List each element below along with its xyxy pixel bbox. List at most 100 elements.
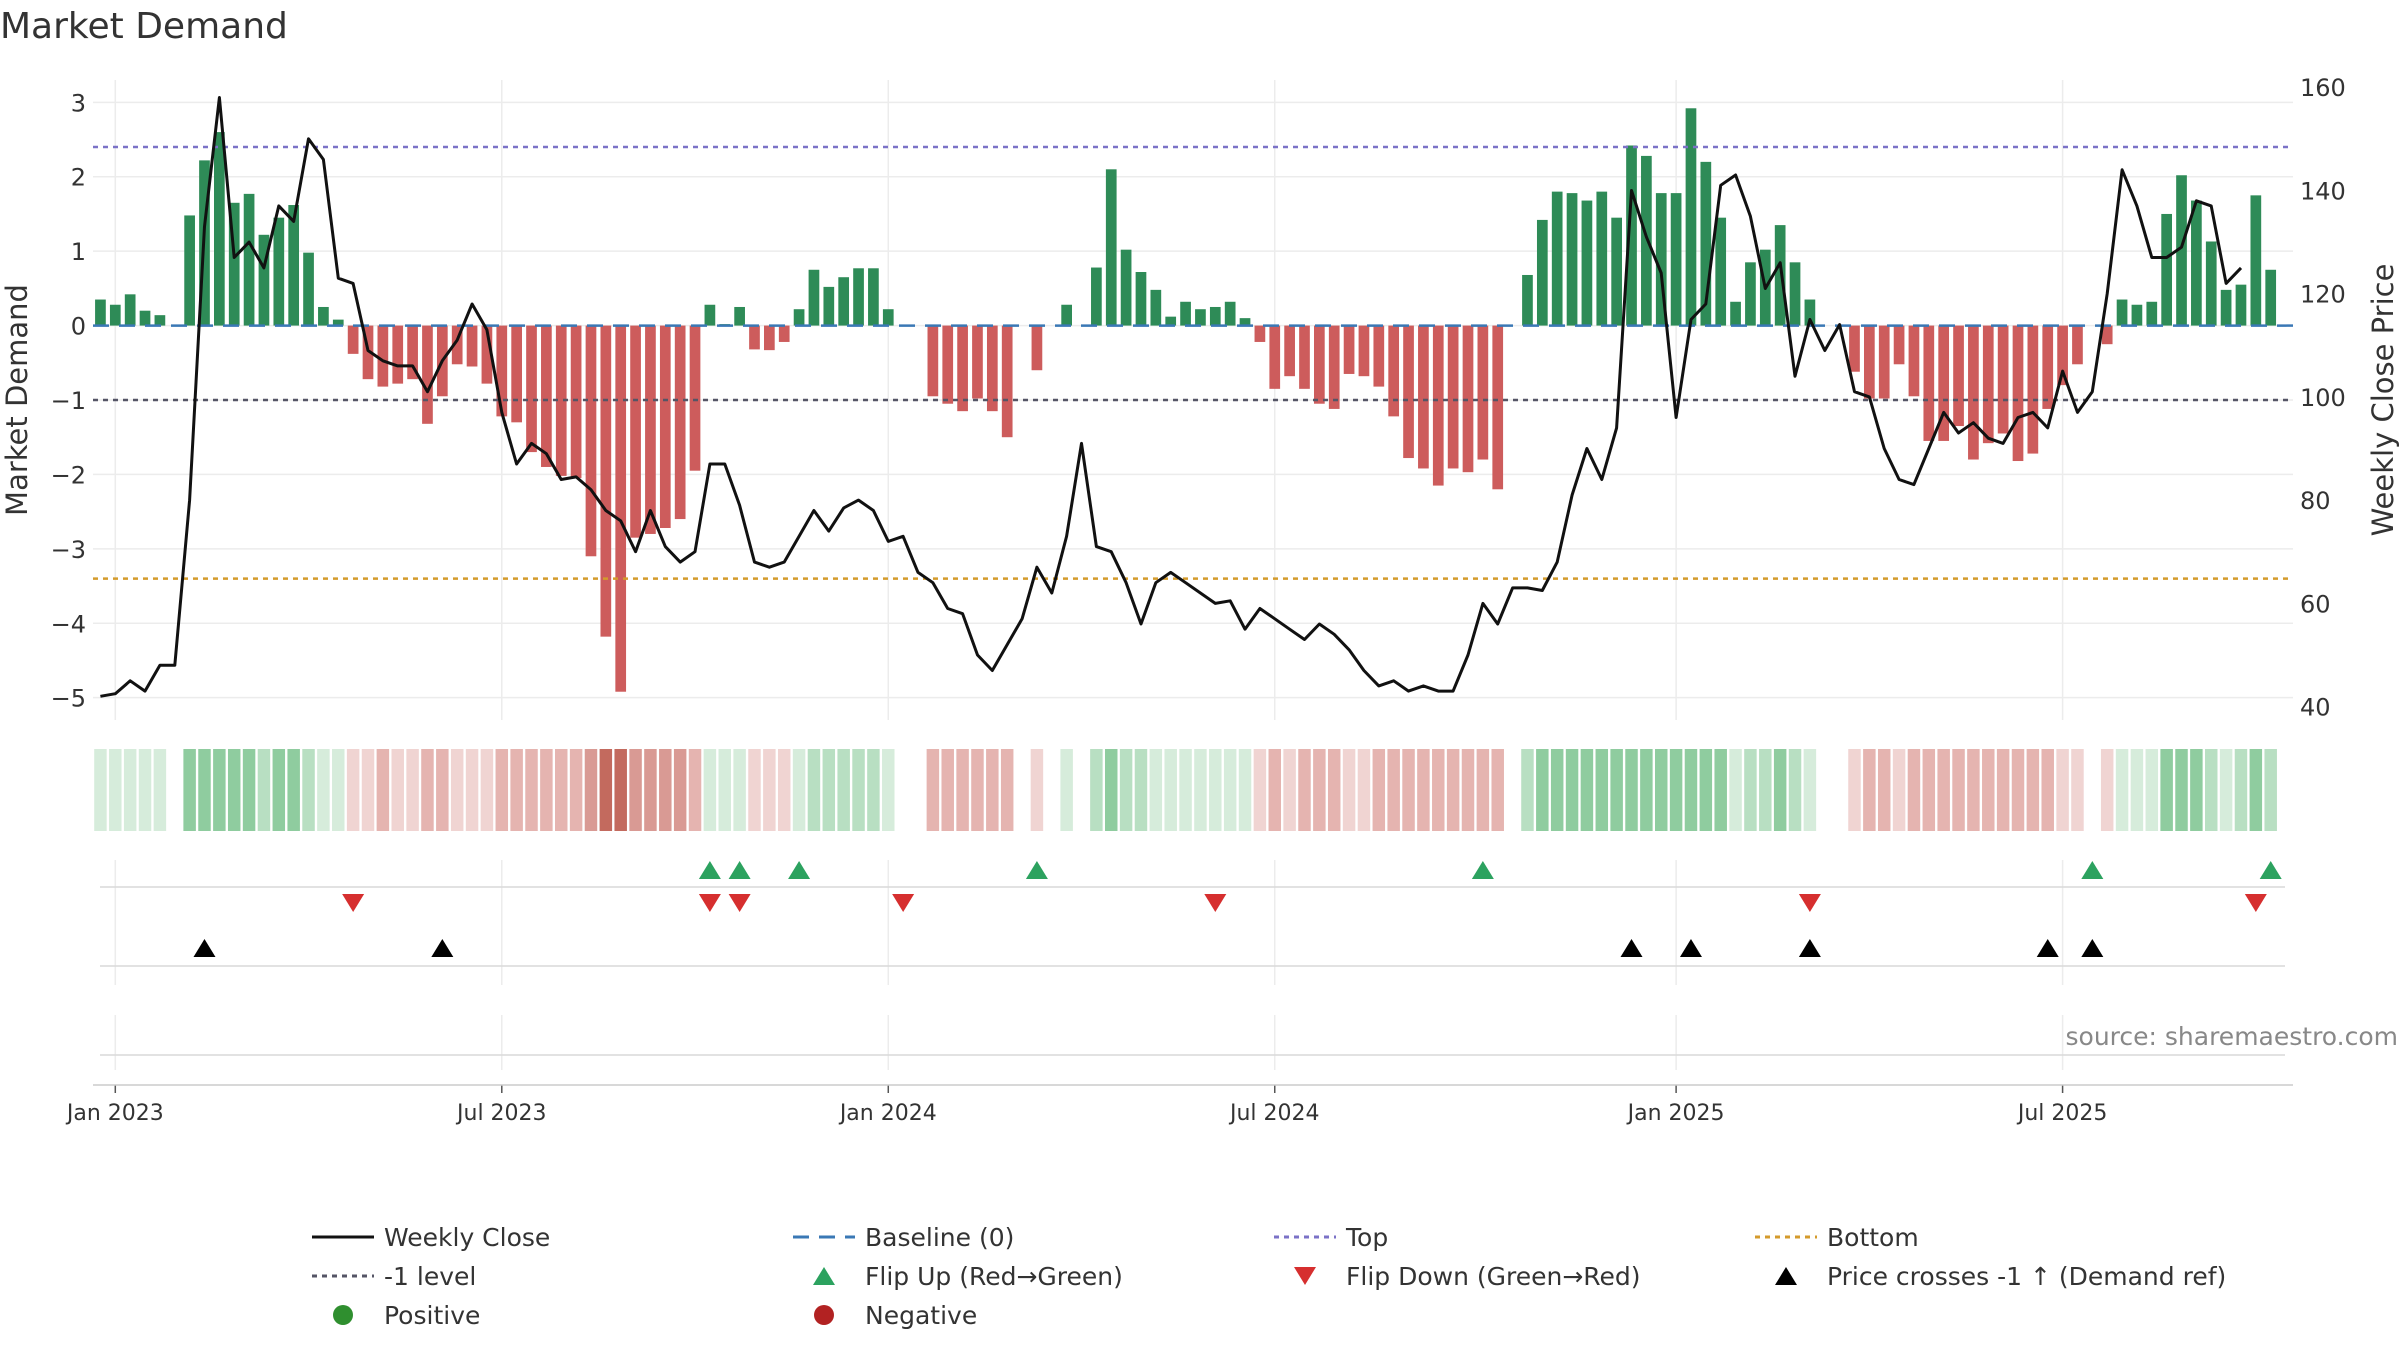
y-tick-label: −1	[51, 387, 86, 415]
heat-cell	[1803, 749, 1817, 831]
positive-bar	[1180, 301, 1191, 326]
positive-bar	[1239, 318, 1251, 326]
heat-cell	[346, 749, 360, 831]
heat-cell	[480, 749, 494, 831]
x-tick-label: Jan 2025	[1626, 1101, 1725, 1126]
heat-cell	[168, 749, 181, 831]
negative-bar	[630, 325, 641, 538]
flip-down-marker	[2244, 894, 2267, 912]
heat-cell	[1714, 749, 1727, 831]
heat-cell	[2041, 749, 2054, 831]
legend-item: Flip Up (Red→Green)	[813, 1262, 1123, 1291]
y-tick-label: −4	[51, 610, 86, 638]
heat-cell	[332, 749, 345, 831]
legend-label: Price crosses -1 ↑ (Demand ref)	[1827, 1262, 2226, 1291]
heat-cell	[183, 749, 196, 831]
heat-cell	[1238, 749, 1252, 831]
heat-cell	[1892, 749, 1906, 831]
positive-bar	[734, 306, 745, 326]
heat-cell	[242, 749, 256, 831]
heat-cell	[1655, 749, 1668, 831]
right-axis-label: Weekly Close Price	[2366, 264, 2400, 537]
heat-cell	[792, 749, 806, 831]
positive-bar	[1522, 274, 1533, 326]
x-tick-label: Jul 2024	[1228, 1101, 1320, 1126]
heat-cell	[1417, 749, 1430, 831]
positive-bar	[808, 269, 820, 326]
heat-cell	[1952, 749, 1965, 831]
heat-cell	[941, 749, 954, 831]
positive-bar	[1135, 272, 1147, 326]
heat-cell	[748, 749, 761, 831]
heat-cell	[317, 749, 330, 831]
legend-swatch	[333, 1305, 353, 1325]
positive-bar	[1150, 289, 1162, 326]
heat-cell	[1922, 749, 1936, 831]
negative-bar	[2057, 325, 2068, 386]
positive-bar	[1789, 262, 1801, 326]
heat-cell	[94, 749, 107, 831]
negative-bar	[927, 325, 939, 397]
negative-bar	[526, 325, 537, 453]
heat-cell	[911, 749, 925, 831]
negative-bar	[1878, 325, 1890, 399]
heat-cell	[1967, 749, 1980, 831]
heat-cell	[1729, 749, 1742, 831]
y2-tick-label: 80	[2300, 487, 2331, 515]
flip-up-marker	[728, 861, 751, 879]
negative-bar	[1284, 325, 1295, 377]
heat-cell	[272, 749, 286, 831]
heat-cell	[421, 749, 434, 831]
legend-item: Weekly Close	[312, 1223, 550, 1252]
positive-bar	[214, 132, 225, 326]
x-tick-label: Jul 2023	[455, 1101, 547, 1126]
positive-bar	[823, 286, 835, 326]
negative-bar	[1477, 325, 1489, 460]
heat-cell	[1996, 749, 2010, 831]
positive-bar	[184, 215, 195, 326]
left-axis-label: Market Demand	[0, 284, 34, 516]
heat-cell	[153, 749, 167, 831]
heat-cell	[406, 749, 419, 831]
heat-cell	[837, 749, 850, 831]
heat-cell	[1461, 749, 1475, 831]
heat-cell	[1000, 749, 1014, 831]
x-axis-ticks: Jan 2023 Jul 2023 Jan 2024 Jul 2024 Jan 2025…	[65, 1084, 2293, 1126]
negative-bar	[1982, 325, 1994, 444]
signal-markers	[100, 861, 2285, 1056]
negative-bar	[1418, 325, 1429, 469]
demand-heatmap-strip	[94, 749, 2292, 831]
heat-cell	[555, 749, 568, 831]
heat-cell	[1045, 749, 1059, 831]
positive-bar	[124, 294, 136, 326]
negative-bar	[347, 325, 359, 354]
positive-bar	[1715, 217, 1727, 326]
heat-cell	[376, 749, 390, 831]
heat-cell	[688, 749, 702, 831]
negative-bar	[422, 325, 433, 424]
heat-cell	[1848, 749, 1861, 831]
heat-cell	[1744, 749, 1757, 831]
heat-cell	[540, 749, 553, 831]
positive-bar	[1105, 169, 1117, 326]
positive-bar	[1611, 217, 1622, 326]
negative-bar	[541, 325, 552, 467]
negative-bar	[1403, 325, 1414, 459]
negative-bar	[1893, 325, 1905, 365]
legend-label: Top	[1345, 1223, 1388, 1252]
legend-item: Flip Down (Green→Red)	[1294, 1262, 1641, 1291]
price-cross-marker	[1679, 939, 1702, 957]
negative-bar	[1343, 325, 1355, 374]
positive-bar	[1626, 145, 1637, 326]
negative-bar	[1849, 325, 1860, 372]
heat-cell	[1446, 749, 1460, 831]
heat-cell	[2115, 749, 2129, 831]
heat-cell	[1565, 749, 1579, 831]
legend-label: Baseline (0)	[865, 1223, 1014, 1252]
heat-cell	[510, 749, 523, 831]
positive-bar	[1581, 200, 1593, 326]
heat-cell	[1209, 749, 1222, 831]
heat-cell	[2234, 749, 2248, 831]
heat-cell	[1223, 749, 1237, 831]
